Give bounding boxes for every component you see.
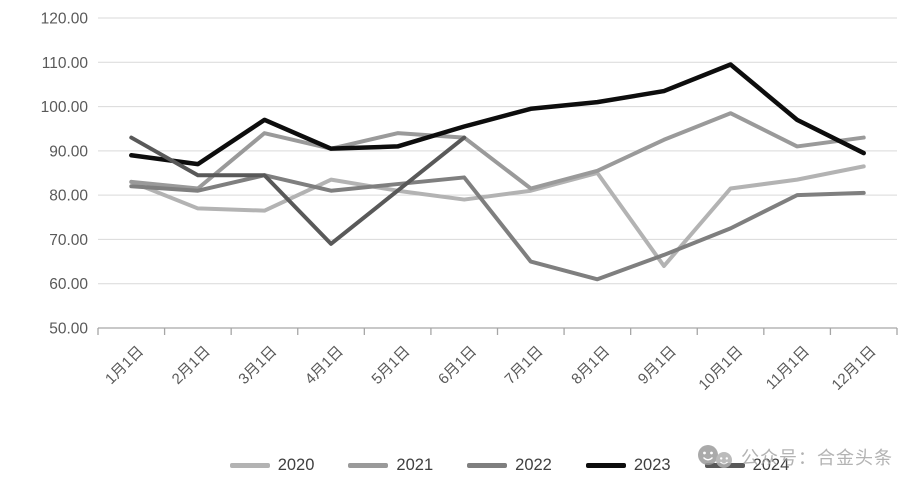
- y-tick-label: 90.00: [49, 143, 88, 160]
- series-line-2020: [129, 164, 866, 268]
- legend-label-2022: 2022: [515, 456, 552, 474]
- x-tick-label: 3月1日: [235, 343, 280, 388]
- legend-swatch-2020: [229, 463, 270, 468]
- x-tick-label: 11月1日: [763, 343, 813, 393]
- legend-item-2022: 2022: [467, 456, 552, 475]
- x-tick-labels: 1月1日 2月1日 3月1日 4月1日 5月1日 6月1日 7月1日 8月1日 9月1日 10月1…: [102, 343, 879, 394]
- legend-label-2020: 2020: [277, 456, 315, 474]
- legend-swatch-2023: [585, 463, 626, 468]
- legend-item-2024: 2024: [704, 456, 790, 475]
- y-tick-label: 120.00: [41, 11, 89, 28]
- y-axis-labels: 120.00 110.00 100.00 90.00 80.00 70.00 60.00 50…: [41, 11, 89, 338]
- legend-item-2021: 2021: [348, 456, 433, 475]
- x-tick-label: 6月1日: [435, 343, 480, 388]
- y-tick-label: 80.00: [49, 188, 88, 205]
- plot-area: 120.00 110.00 100.00 90.00 80.00 70.00 60.00 50…: [41, 11, 898, 394]
- x-tick-label: 1月1日: [102, 343, 147, 388]
- series-line-2024: [129, 135, 467, 246]
- series-line-2023: [129, 62, 866, 167]
- legend-label-2023: 2023: [633, 456, 671, 474]
- y-tick-label: 100.00: [41, 99, 89, 116]
- x-tick-label: 9月1日: [635, 343, 680, 388]
- legend-item-2023: 2023: [585, 456, 671, 475]
- legend-swatch-2024: [704, 463, 745, 468]
- x-tick-label: 12月1日: [829, 343, 880, 394]
- legend-label-2024: 2024: [752, 456, 790, 474]
- y-tick-label: 60.00: [49, 276, 88, 293]
- x-tick-label: 10月1日: [695, 343, 746, 394]
- y-tick-label: 70.00: [49, 232, 88, 249]
- x-tick-label: 7月1日: [502, 343, 547, 388]
- x-tick-label: 5月1日: [368, 343, 413, 388]
- legend-label-2021: 2021: [396, 456, 434, 474]
- legend-item-2020: 2020: [229, 456, 315, 475]
- x-tick-label: 2月1日: [169, 343, 214, 388]
- legend-swatch-2022: [467, 463, 508, 468]
- x-tick-label: 4月1日: [302, 343, 347, 388]
- legend-swatch-2021: [348, 463, 389, 468]
- series-line-2021: [129, 111, 866, 191]
- x-tick-label: 8月1日: [568, 343, 613, 388]
- y-tick-label: 110.00: [42, 55, 89, 72]
- chart-legend: 2020 2021 2022 2023 2024: [0, 456, 909, 475]
- x-axis: [97, 327, 898, 335]
- series-line-2022: [129, 173, 866, 282]
- y-tick-label: 50.00: [49, 321, 88, 338]
